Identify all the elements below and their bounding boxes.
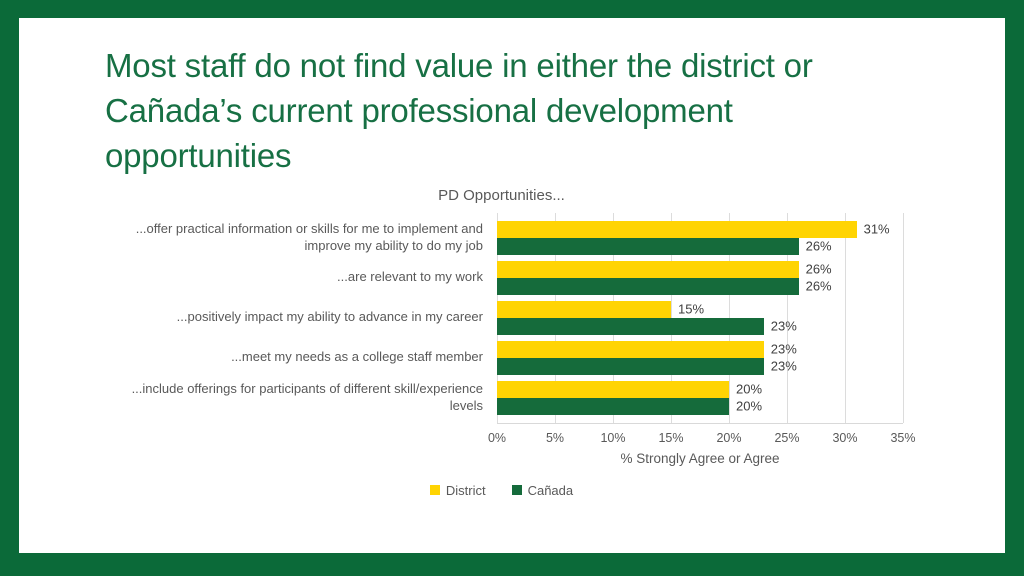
bar-group: 23% 23% [497, 338, 903, 378]
bar-row: 26% [497, 277, 903, 295]
category-label: ...are relevant to my work [337, 269, 483, 285]
value-label: 20% [735, 381, 763, 397]
bar-row: 31% [497, 220, 903, 238]
value-label: 31% [863, 221, 890, 237]
x-axis-tick: 20% [716, 430, 742, 445]
category-label: ...offer practical information or skills… [135, 220, 483, 253]
value-label: 26% [805, 238, 832, 254]
value-label: 23% [770, 358, 797, 374]
bar-row: 20% [497, 380, 903, 398]
bar-row: 20% [497, 397, 903, 415]
bar-row: 15% [497, 300, 903, 318]
bar-row: 23% [497, 317, 903, 335]
bar-canada [497, 317, 764, 335]
legend: District Cañada [100, 483, 903, 498]
value-label: 23% [770, 341, 797, 357]
category-labels: ...offer practical information or skills… [100, 213, 497, 424]
bar-group: 15% 23% [497, 298, 903, 338]
x-axis-tick: 10% [600, 430, 626, 445]
bar-row: 23% [497, 357, 903, 375]
bar-row: 26% [497, 260, 903, 278]
x-axis-tick: 5% [545, 430, 565, 445]
slide-content: Most staff do not find value in either t… [19, 18, 1005, 553]
x-axis-tick: 15% [658, 430, 684, 445]
category-label: ...positively impact my ability to advan… [176, 309, 483, 325]
page-title: Most staff do not find value in either t… [105, 47, 813, 174]
value-label: 15% [678, 301, 705, 317]
bar-district [497, 380, 729, 398]
bar-chart: PD Opportunities... ...offer practical i… [100, 186, 916, 498]
legend-item-canada: Cañada [511, 482, 574, 498]
value-label: 20% [735, 398, 763, 414]
bar-district [497, 260, 799, 278]
value-label: 23% [770, 318, 797, 334]
x-axis-tick: 30% [832, 430, 858, 445]
bar-groups: 31% 26% 26% 26% 15% 23% 23% 23% 20% 20% [497, 218, 903, 418]
bar-canada [497, 357, 764, 375]
bar-district [497, 340, 764, 358]
bar-canada [497, 237, 799, 255]
legend-label: Cañada [527, 482, 574, 498]
x-axis-tick: 35% [890, 430, 916, 445]
bar-canada [497, 277, 799, 295]
bar-row: 26% [497, 237, 903, 255]
value-label: 26% [805, 261, 832, 277]
x-axis: 0% 5% 10% 15% 20% 25% 30% 35% [488, 430, 916, 446]
legend-label: District [445, 482, 486, 498]
bar-canada [497, 397, 729, 415]
chart-body: ...offer practical information or skills… [100, 212, 904, 424]
bar-group: 31% 26% [497, 218, 903, 258]
bar-group: 26% 26% [497, 258, 903, 298]
gridline [787, 212, 788, 423]
legend-swatch [429, 485, 440, 496]
x-axis-tick: 25% [774, 430, 800, 445]
x-axis-label: % Strongly Agree or Agree [620, 450, 780, 466]
value-label: 26% [805, 278, 832, 294]
bar-group: 20% 20% [497, 378, 903, 418]
bar-district [497, 220, 857, 238]
category-label: ...include offerings for participants of… [131, 380, 483, 413]
chart-title: PD Opportunities... [438, 186, 565, 204]
category-label: ...meet my needs as a college staff memb… [231, 349, 483, 365]
legend-swatch [511, 485, 522, 496]
bar-district [497, 300, 671, 318]
gridline [903, 212, 904, 423]
gridline [845, 212, 846, 423]
x-axis-tick: 0% [487, 430, 507, 445]
plot-area: 31% 26% 26% 26% 15% 23% 23% 23% 20% 20% [497, 212, 904, 424]
bar-row: 23% [497, 340, 903, 358]
legend-item-district: District [429, 482, 486, 498]
